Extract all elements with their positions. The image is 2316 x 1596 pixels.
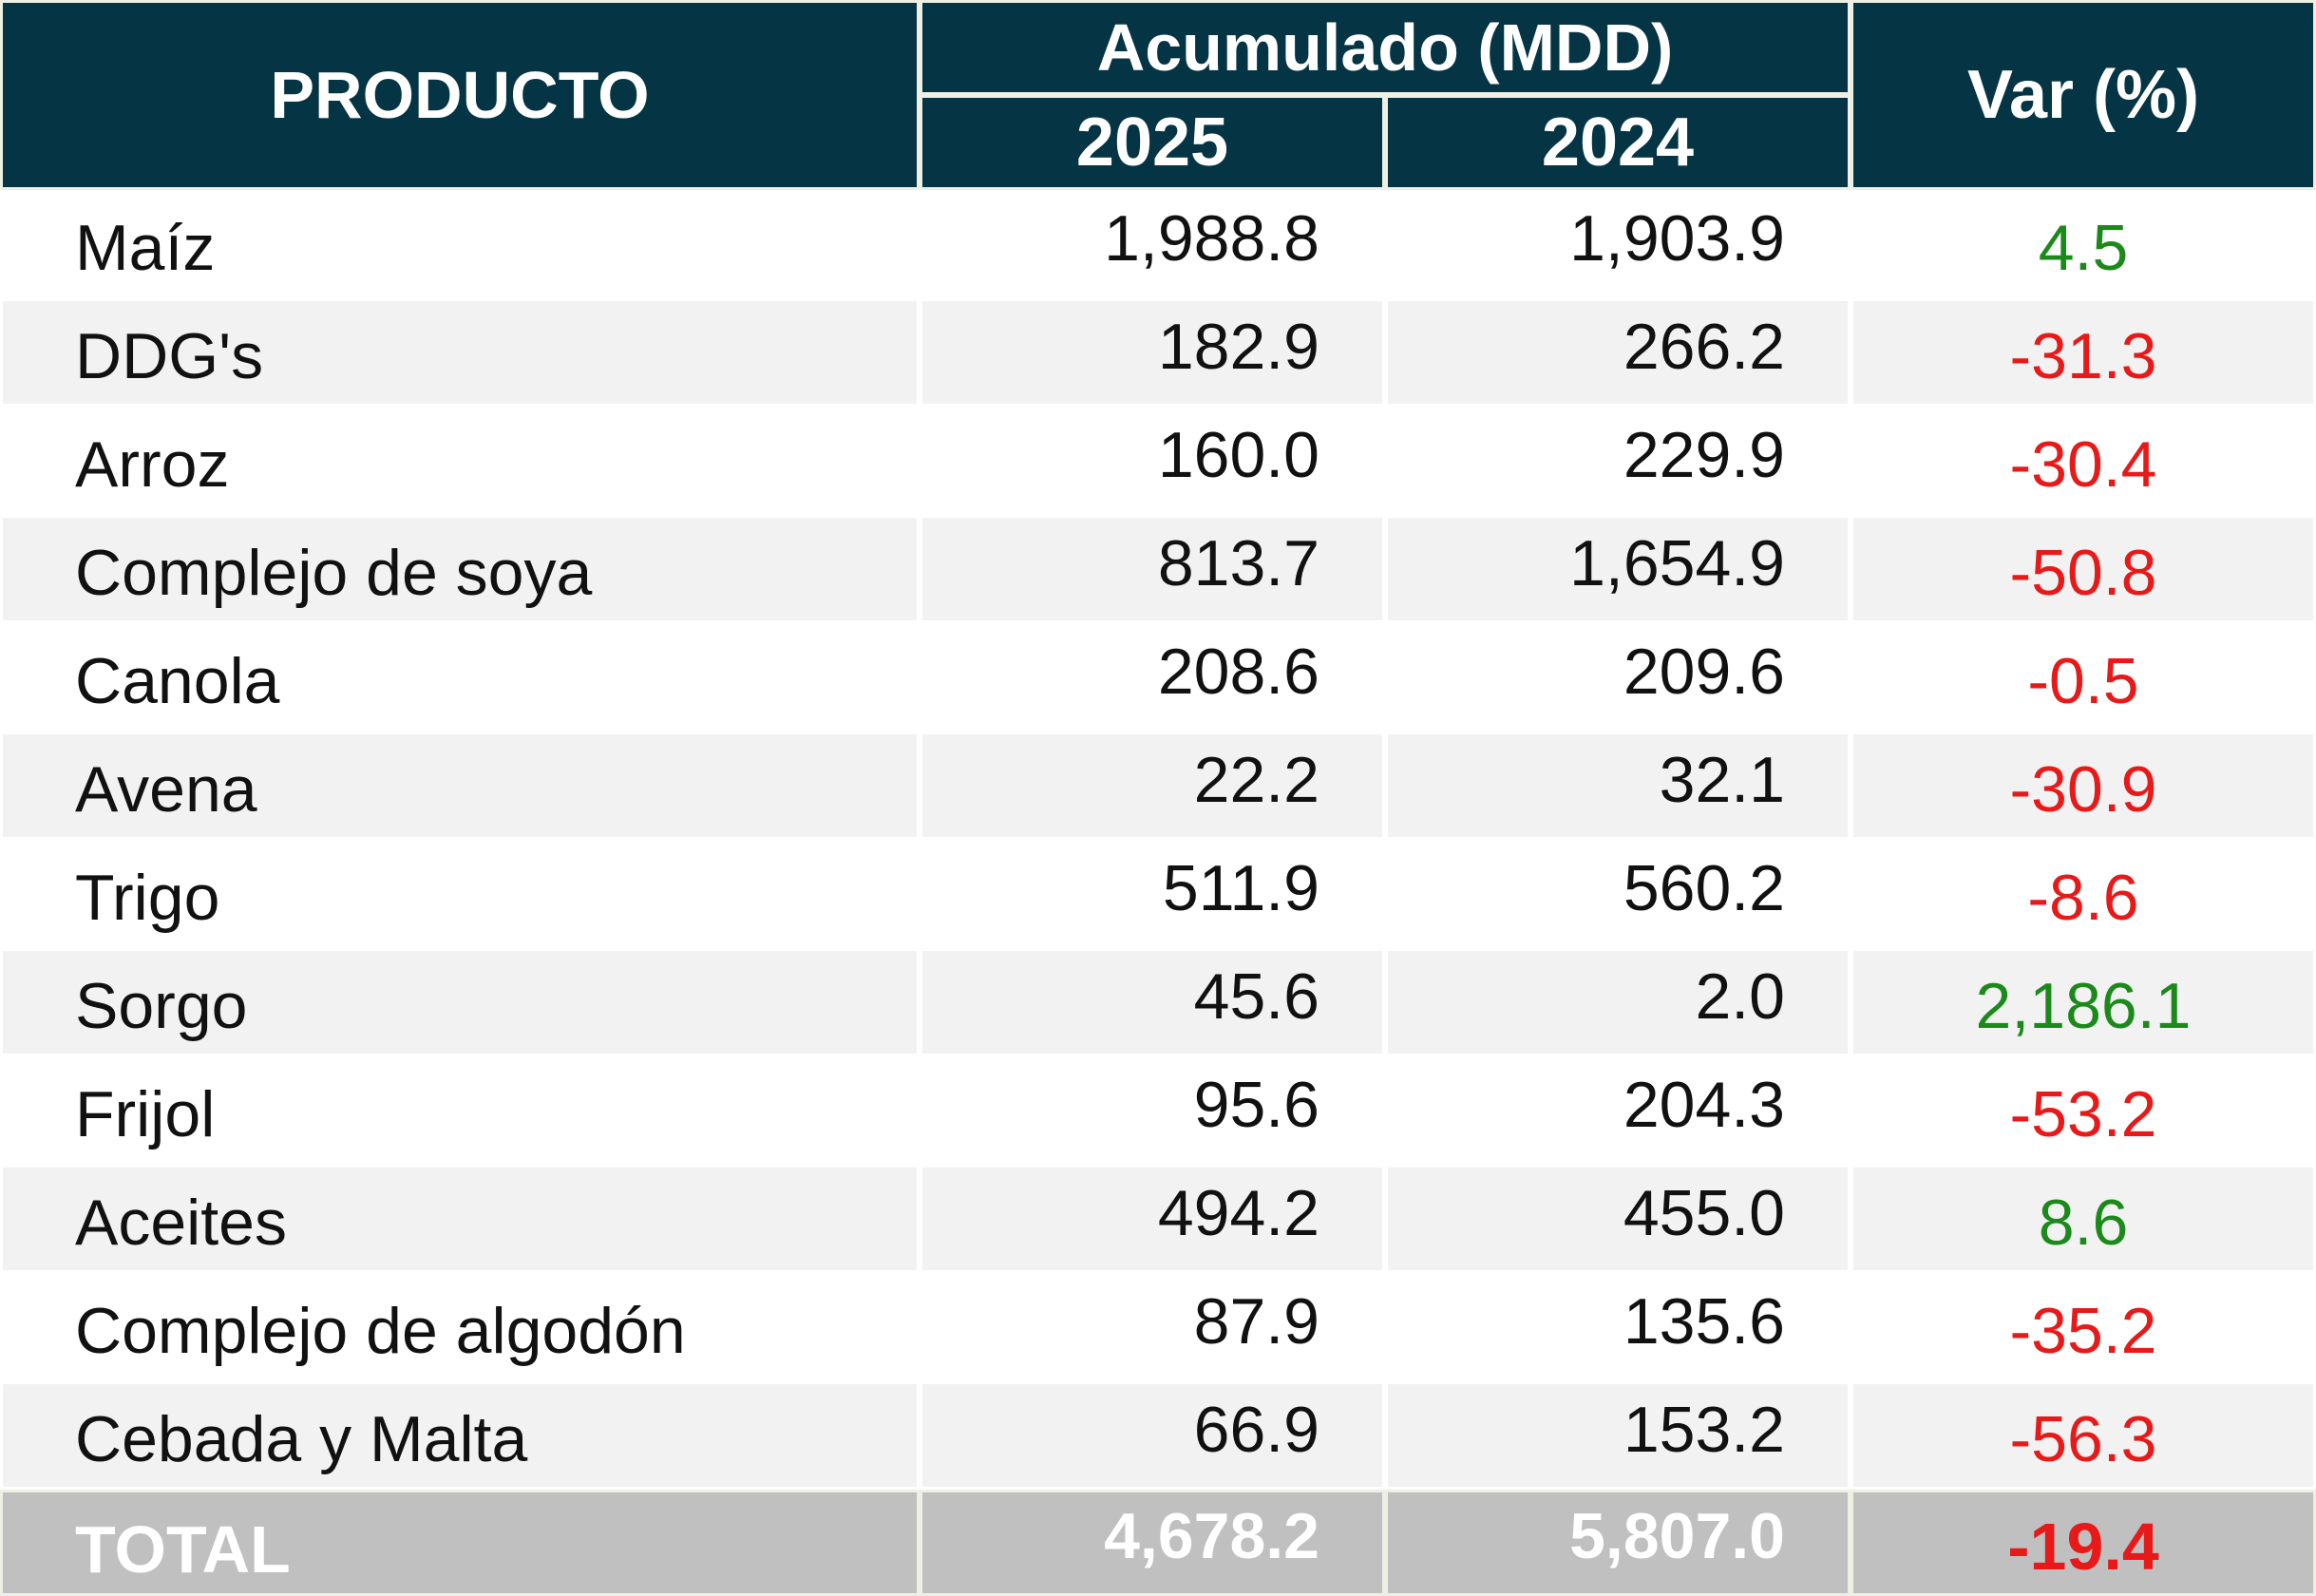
variation-value: 4.5 bbox=[1851, 190, 2316, 298]
table-body: Maíz 1,988.8 1,903.9 4.5 DDG's 182.9 266… bbox=[0, 190, 2316, 1596]
variation-value: -31.3 bbox=[1851, 298, 2316, 407]
table-row: Avena 22.2 32.1 -30.9 bbox=[0, 732, 2316, 840]
product-name: Aceites bbox=[0, 1165, 920, 1273]
table-row: DDG's 182.9 266.2 -31.3 bbox=[0, 298, 2316, 407]
total-2024: 5,807.0 bbox=[1385, 1490, 1851, 1596]
total-variation: -19.4 bbox=[1851, 1490, 2316, 1596]
value-2024: 135.6 bbox=[1385, 1273, 1851, 1381]
table-row: Frijol 95.6 204.3 -53.2 bbox=[0, 1056, 2316, 1165]
value-2025: 45.6 bbox=[920, 948, 1385, 1056]
product-name: Sorgo bbox=[0, 948, 920, 1056]
value-2024: 455.0 bbox=[1385, 1165, 1851, 1273]
header-year-2025: 2025 bbox=[920, 95, 1385, 190]
product-name: Cebada y Malta bbox=[0, 1381, 920, 1490]
table-row: Trigo 511.9 560.2 -8.6 bbox=[0, 840, 2316, 948]
value-2024: 2.0 bbox=[1385, 948, 1851, 1056]
variation-value: -30.4 bbox=[1851, 407, 2316, 515]
product-name: Avena bbox=[0, 732, 920, 840]
value-2024: 204.3 bbox=[1385, 1056, 1851, 1165]
value-2024: 153.2 bbox=[1385, 1381, 1851, 1490]
value-2024: 32.1 bbox=[1385, 732, 1851, 840]
value-2025: 95.6 bbox=[920, 1056, 1385, 1165]
table-row: Sorgo 45.6 2.0 2,186.1 bbox=[0, 948, 2316, 1056]
value-2024: 1,654.9 bbox=[1385, 515, 1851, 623]
table-row: Complejo de soya 813.7 1,654.9 -50.8 bbox=[0, 515, 2316, 623]
variation-value: 8.6 bbox=[1851, 1165, 2316, 1273]
table-header: PRODUCTO Acumulado (MDD) Var (%) 2025 20… bbox=[0, 0, 2316, 190]
header-variation: Var (%) bbox=[1851, 0, 2316, 190]
table-row: Complejo de algodón 87.9 135.6 -35.2 bbox=[0, 1273, 2316, 1381]
value-2024: 560.2 bbox=[1385, 840, 1851, 948]
table-row: Arroz 160.0 229.9 -30.4 bbox=[0, 407, 2316, 515]
header-product: PRODUCTO bbox=[0, 0, 920, 190]
header-accumulated: Acumulado (MDD) bbox=[920, 0, 1851, 95]
variation-value: 2,186.1 bbox=[1851, 948, 2316, 1056]
value-2025: 66.9 bbox=[920, 1381, 1385, 1490]
product-name: Complejo de algodón bbox=[0, 1273, 920, 1381]
value-2025: 511.9 bbox=[920, 840, 1385, 948]
product-name: Arroz bbox=[0, 407, 920, 515]
table-row: Canola 208.6 209.6 -0.5 bbox=[0, 623, 2316, 732]
product-name: DDG's bbox=[0, 298, 920, 407]
product-name: Frijol bbox=[0, 1056, 920, 1165]
value-2025: 22.2 bbox=[920, 732, 1385, 840]
table-row: Cebada y Malta 66.9 153.2 -56.3 bbox=[0, 1381, 2316, 1490]
value-2025: 182.9 bbox=[920, 298, 1385, 407]
value-2025: 208.6 bbox=[920, 623, 1385, 732]
product-name: Maíz bbox=[0, 190, 920, 298]
variation-value: -8.6 bbox=[1851, 840, 2316, 948]
value-2024: 1,903.9 bbox=[1385, 190, 1851, 298]
value-2025: 494.2 bbox=[920, 1165, 1385, 1273]
product-name: Canola bbox=[0, 623, 920, 732]
table-row: Maíz 1,988.8 1,903.9 4.5 bbox=[0, 190, 2316, 298]
value-2024: 209.6 bbox=[1385, 623, 1851, 732]
total-row: TOTAL 4,678.2 5,807.0 -19.4 bbox=[0, 1490, 2316, 1596]
product-name: Trigo bbox=[0, 840, 920, 948]
variation-value: -30.9 bbox=[1851, 732, 2316, 840]
total-label: TOTAL bbox=[0, 1490, 920, 1596]
value-2024: 229.9 bbox=[1385, 407, 1851, 515]
total-2025: 4,678.2 bbox=[920, 1490, 1385, 1596]
value-2025: 87.9 bbox=[920, 1273, 1385, 1381]
header-year-2024: 2024 bbox=[1385, 95, 1851, 190]
value-2025: 160.0 bbox=[920, 407, 1385, 515]
product-name: Complejo de soya bbox=[0, 515, 920, 623]
variation-value: -0.5 bbox=[1851, 623, 2316, 732]
value-2024: 266.2 bbox=[1385, 298, 1851, 407]
variation-value: -53.2 bbox=[1851, 1056, 2316, 1165]
table-row: Aceites 494.2 455.0 8.6 bbox=[0, 1165, 2316, 1273]
variation-value: -56.3 bbox=[1851, 1381, 2316, 1490]
variation-value: -35.2 bbox=[1851, 1273, 2316, 1381]
variation-value: -50.8 bbox=[1851, 515, 2316, 623]
value-2025: 813.7 bbox=[920, 515, 1385, 623]
value-2025: 1,988.8 bbox=[920, 190, 1385, 298]
